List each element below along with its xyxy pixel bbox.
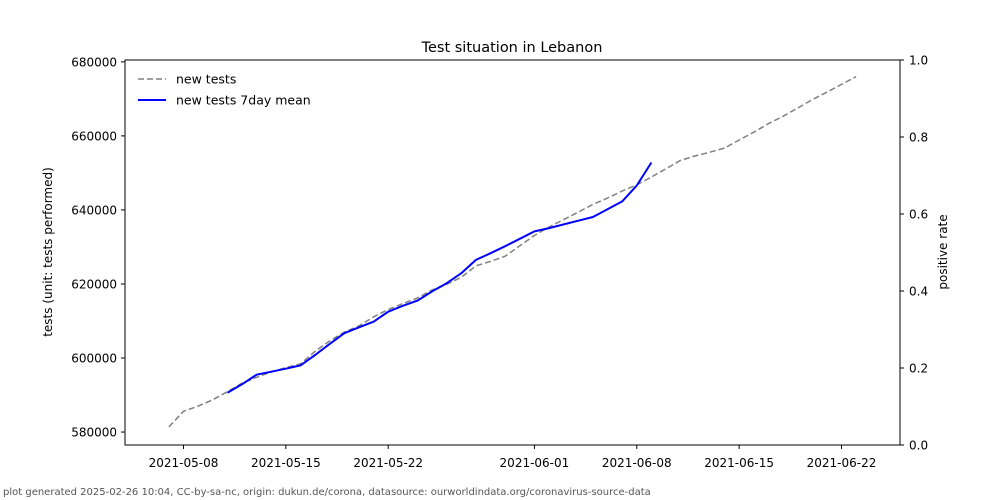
legend: new tests new tests 7day mean [138,72,311,108]
x-tick-label: 2021-05-08 [149,456,219,470]
x-tick-label: 2021-06-15 [704,456,774,470]
footer-note: plot generated 2025-02-26 10:04, CC-by-s… [3,487,651,498]
y-axis-left: 580000 600000 620000 640000 660000 680000 [71,55,125,440]
x-axis: 2021-05-08 2021-05-15 2021-05-22 2021-06-01… [149,445,877,470]
series-layer [168,76,857,428]
plot-frame [124,59,901,446]
y2-tick-label: 0.4 [909,285,928,299]
y2-tick-label: 0.2 [909,362,928,376]
y2-tick-label: 1.0 [909,54,928,68]
series-line-1 [226,161,653,394]
x-tick-label: 2021-05-15 [251,456,321,470]
y-tick-label: 600000 [71,352,117,366]
y-axis-right: 0.0 0.2 0.4 0.6 0.8 1.0 [900,54,928,453]
y-tick-label: 580000 [71,426,117,440]
series-line-0 [168,76,857,428]
y-axis-label: tests (unit: tests performed) [41,167,55,337]
y-tick-label: 640000 [71,203,117,217]
chart-title: Test situation in Lebanon [421,40,603,56]
y-tick-label: 660000 [71,129,117,143]
y2-tick-label: 0.6 [909,208,928,222]
x-tick-label: 2021-06-08 [602,456,672,470]
legend-label-1: new tests 7day mean [176,93,311,108]
y2-tick-label: 0.0 [909,439,928,453]
y-tick-label: 620000 [71,277,117,291]
x-tick-label: 2021-05-22 [353,456,423,470]
y2-tick-label: 0.8 [909,131,928,145]
x-tick-label: 2021-06-01 [500,456,570,470]
x-tick-label: 2021-06-22 [807,456,877,470]
y-tick-label: 680000 [71,55,117,69]
y2-axis-label: positive rate [936,214,950,289]
legend-label-0: new tests [176,72,236,87]
